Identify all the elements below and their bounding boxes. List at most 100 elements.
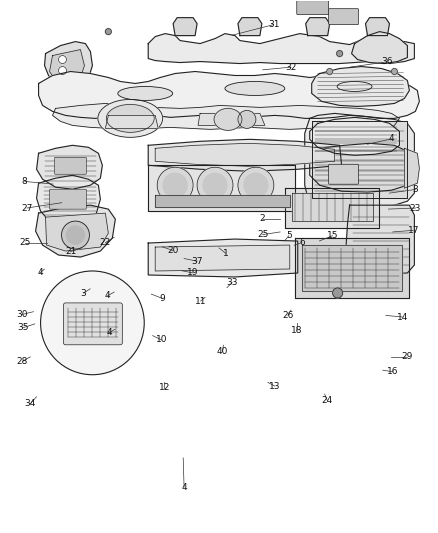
Text: 6: 6 [299, 238, 305, 247]
Circle shape [337, 51, 343, 56]
Polygon shape [352, 31, 407, 63]
Ellipse shape [106, 104, 154, 132]
Polygon shape [106, 116, 158, 128]
Circle shape [157, 167, 193, 203]
Polygon shape [148, 34, 414, 63]
Polygon shape [148, 139, 342, 171]
Polygon shape [198, 114, 265, 125]
Polygon shape [312, 67, 410, 107]
Text: 11: 11 [195, 296, 206, 305]
Text: 28: 28 [17, 357, 28, 366]
Text: 27: 27 [21, 204, 32, 213]
Text: 24: 24 [321, 396, 333, 405]
Ellipse shape [225, 82, 285, 95]
Polygon shape [173, 18, 197, 36]
Polygon shape [346, 205, 414, 275]
Circle shape [163, 173, 187, 197]
Circle shape [197, 167, 233, 203]
Text: 4: 4 [37, 269, 43, 277]
Text: 34: 34 [25, 399, 36, 408]
Text: 4: 4 [181, 482, 187, 491]
Text: 12: 12 [159, 383, 170, 392]
Text: 4: 4 [105, 291, 110, 300]
Text: 5: 5 [286, 231, 292, 240]
Text: 26: 26 [283, 311, 293, 320]
Text: 23: 23 [410, 204, 421, 213]
Text: 13: 13 [269, 382, 281, 391]
Circle shape [67, 226, 85, 244]
Text: 14: 14 [397, 312, 408, 321]
Text: 3: 3 [413, 185, 418, 194]
Text: 25: 25 [19, 238, 30, 247]
FancyBboxPatch shape [328, 9, 359, 25]
Polygon shape [366, 18, 389, 36]
Circle shape [244, 173, 268, 197]
Circle shape [59, 67, 67, 75]
Text: 32: 32 [285, 63, 297, 71]
FancyBboxPatch shape [54, 157, 86, 174]
Polygon shape [404, 148, 419, 188]
Text: 40: 40 [217, 347, 228, 356]
Text: 29: 29 [401, 352, 413, 361]
Text: 25: 25 [257, 230, 268, 239]
Text: 10: 10 [155, 335, 167, 344]
Polygon shape [39, 71, 419, 118]
Polygon shape [37, 146, 102, 189]
Circle shape [392, 69, 397, 75]
Text: 15: 15 [327, 231, 338, 240]
Text: 19: 19 [187, 269, 198, 277]
Text: 30: 30 [17, 310, 28, 319]
FancyBboxPatch shape [49, 189, 86, 209]
Text: 36: 36 [381, 58, 393, 66]
Text: 31: 31 [268, 20, 279, 29]
Text: 2: 2 [260, 214, 265, 223]
Text: 20: 20 [167, 246, 179, 255]
Text: 18: 18 [291, 326, 303, 335]
Polygon shape [148, 165, 295, 211]
FancyBboxPatch shape [328, 164, 359, 184]
Circle shape [238, 110, 256, 128]
Ellipse shape [118, 86, 173, 100]
Polygon shape [35, 205, 115, 257]
Ellipse shape [98, 100, 162, 138]
Polygon shape [312, 122, 407, 198]
Polygon shape [295, 238, 410, 298]
FancyBboxPatch shape [64, 303, 122, 345]
Circle shape [106, 29, 111, 35]
Polygon shape [306, 18, 330, 36]
Circle shape [238, 167, 274, 203]
Text: 16: 16 [387, 367, 399, 376]
Text: 4: 4 [106, 328, 112, 337]
Polygon shape [155, 143, 335, 166]
Polygon shape [155, 195, 290, 207]
Polygon shape [310, 143, 414, 192]
Polygon shape [302, 245, 403, 291]
Text: 4: 4 [389, 134, 394, 143]
Polygon shape [53, 103, 399, 130]
Text: 22: 22 [100, 238, 111, 247]
Polygon shape [292, 193, 372, 221]
Polygon shape [46, 213, 108, 251]
Circle shape [61, 221, 89, 249]
Text: 8: 8 [22, 177, 28, 186]
Text: 37: 37 [191, 257, 203, 265]
Polygon shape [155, 245, 290, 271]
Polygon shape [285, 188, 379, 228]
Circle shape [332, 288, 343, 298]
Ellipse shape [214, 108, 242, 131]
Text: 3: 3 [81, 288, 87, 297]
Text: 33: 33 [226, 278, 238, 287]
Circle shape [59, 55, 67, 63]
Polygon shape [45, 42, 92, 86]
Text: 17: 17 [407, 226, 419, 235]
Polygon shape [305, 114, 414, 207]
Text: 21: 21 [65, 247, 76, 256]
Polygon shape [37, 175, 100, 223]
Polygon shape [49, 50, 85, 80]
Ellipse shape [337, 82, 372, 92]
Text: 1: 1 [223, 249, 229, 258]
Text: 35: 35 [18, 323, 29, 332]
Circle shape [41, 271, 144, 375]
Polygon shape [148, 239, 298, 277]
Polygon shape [310, 117, 399, 155]
